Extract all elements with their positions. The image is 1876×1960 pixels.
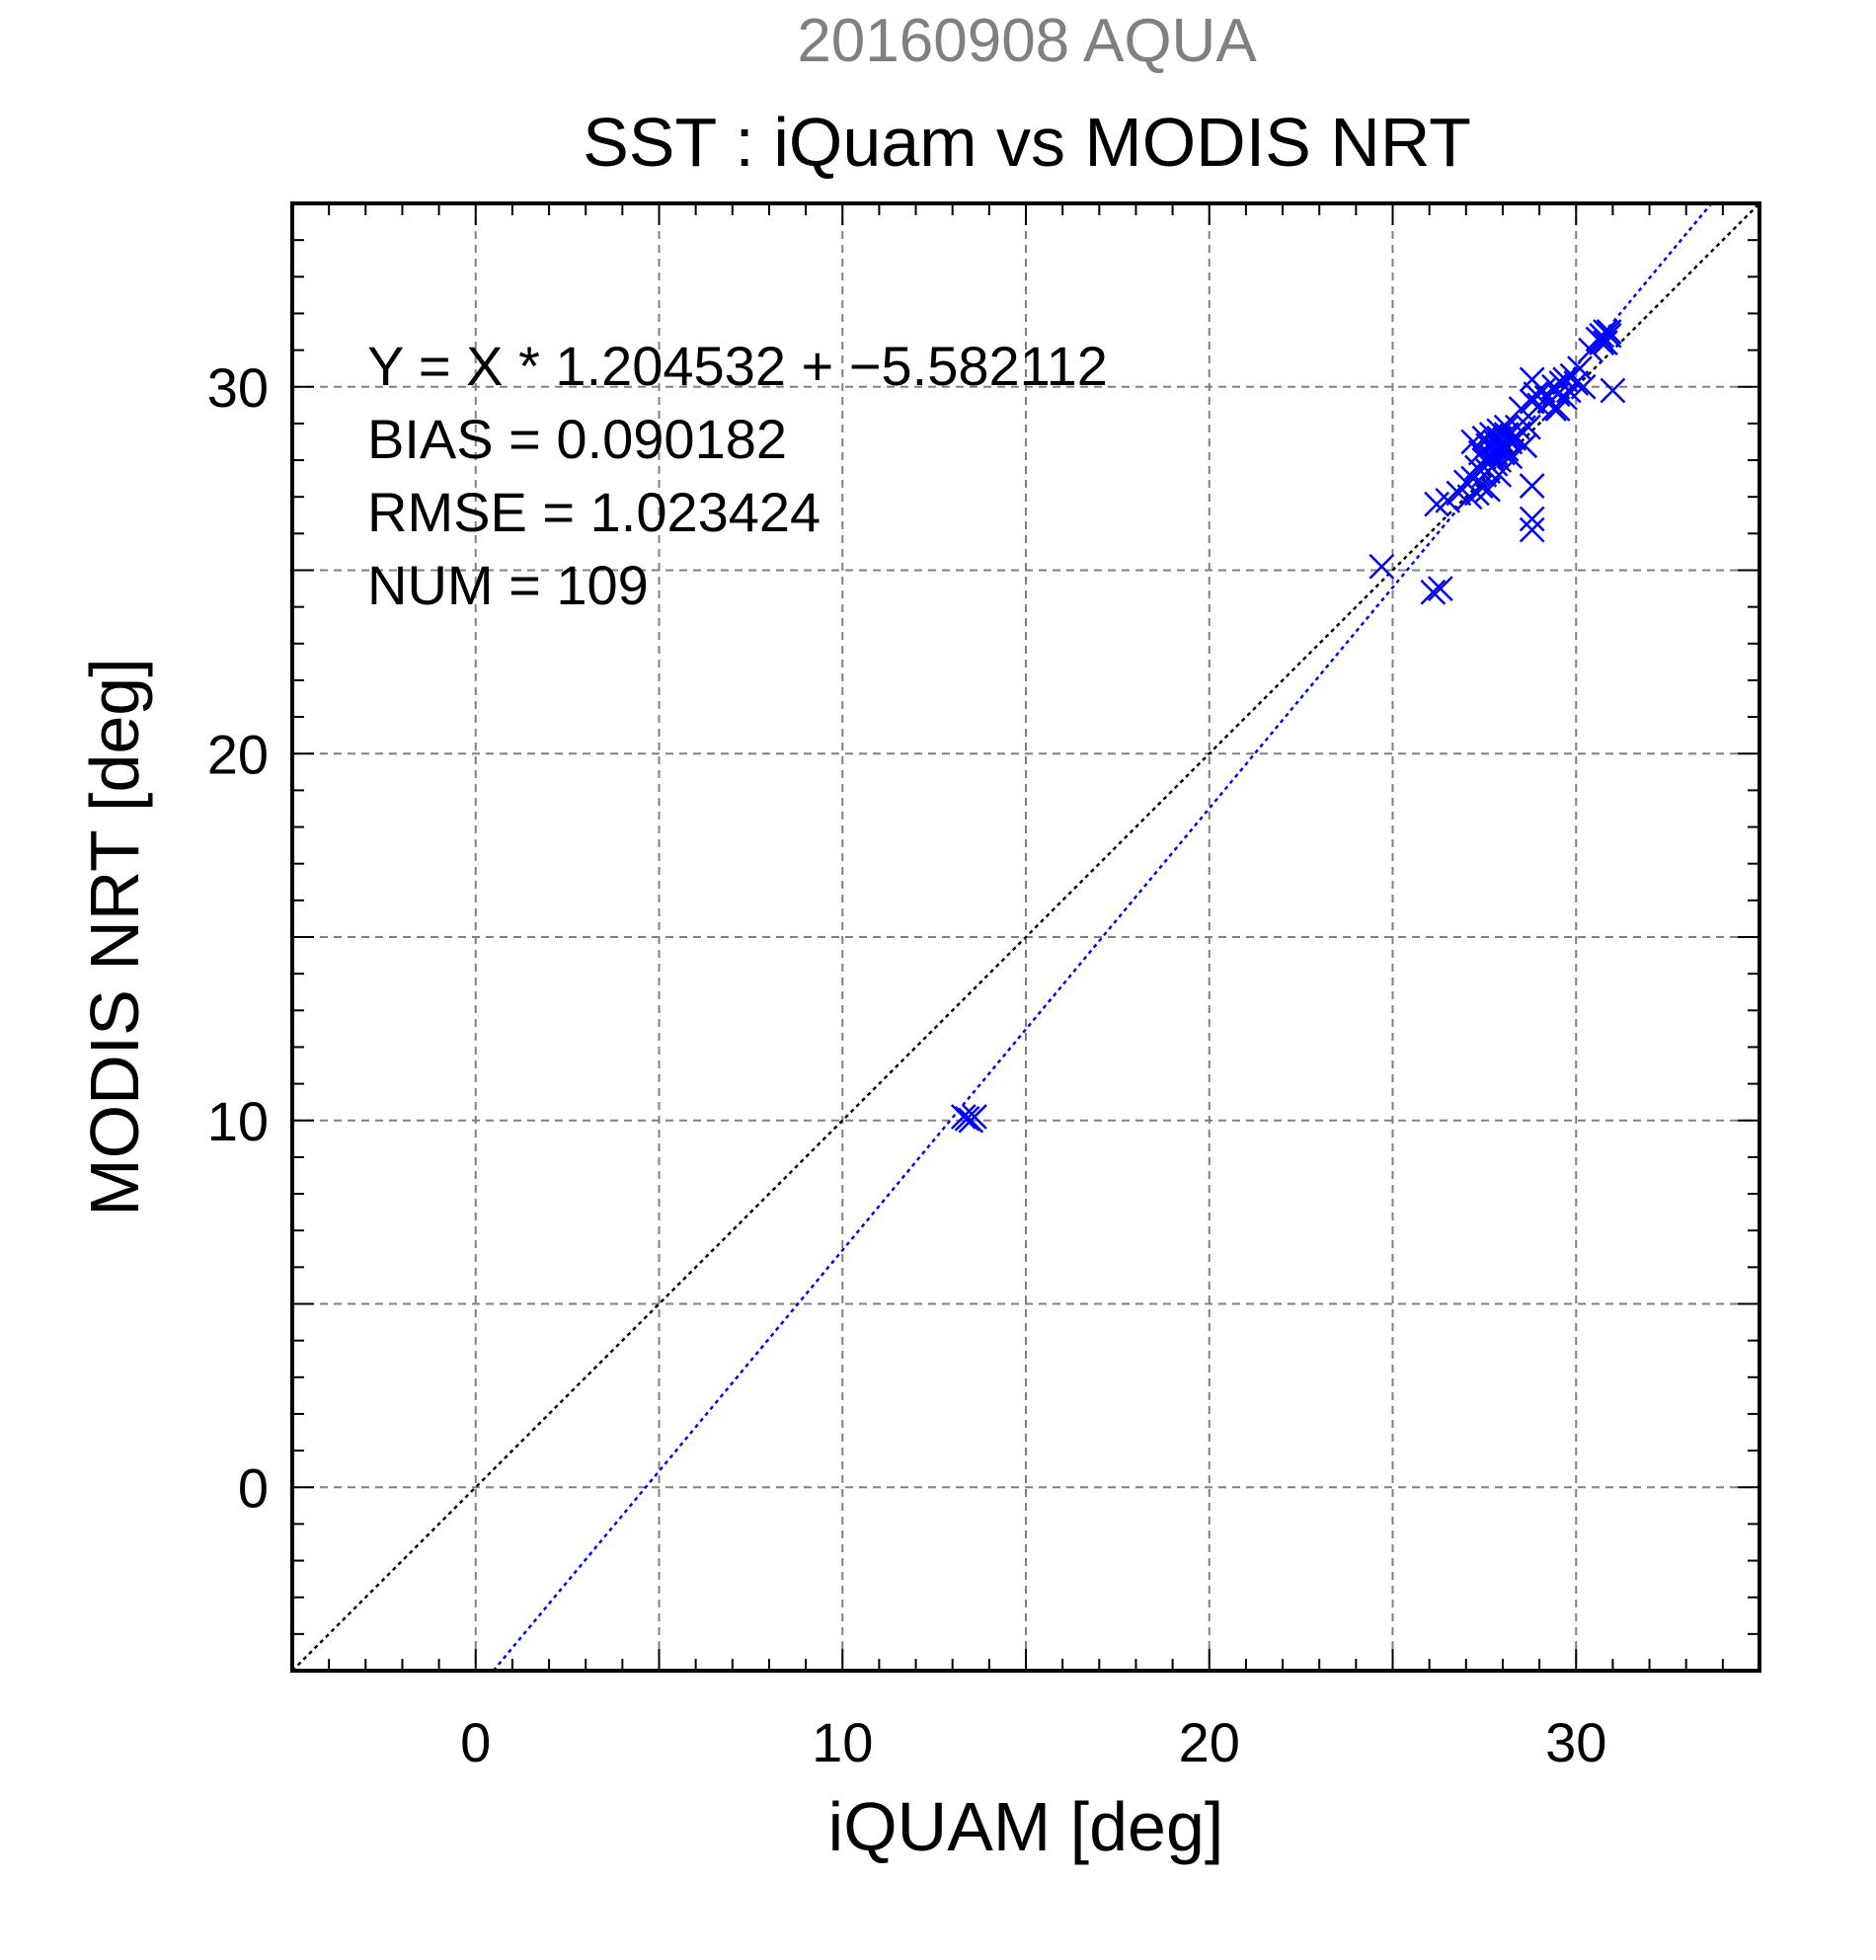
x-tick-label: 10: [812, 1711, 873, 1773]
x-tick-label: 30: [1545, 1711, 1606, 1773]
x-tick-label: 0: [460, 1711, 491, 1773]
data-point: [1519, 506, 1545, 532]
data-point: [1427, 576, 1453, 601]
x-tick-label: 20: [1179, 1711, 1240, 1773]
data-point: [1493, 414, 1520, 440]
y-tick-label: 10: [207, 1090, 269, 1152]
data-point: [1596, 319, 1622, 345]
stat-num: NUM = 109: [367, 554, 649, 616]
y-tick-label: 30: [207, 356, 269, 419]
data-points: [950, 319, 1626, 1134]
chart-supertitle: 20160908 AQUA: [797, 7, 1257, 75]
data-point: [1486, 418, 1513, 444]
data-point: [962, 1104, 987, 1130]
data-point: [1482, 439, 1509, 466]
data-point: [1464, 480, 1490, 507]
data-point: [1519, 516, 1545, 543]
data-point: [1493, 422, 1520, 447]
data-point: [1471, 462, 1498, 488]
stat-bias: BIAS = 0.090182: [367, 408, 787, 470]
identity-line: [291, 202, 1760, 1672]
data-point: [1600, 377, 1626, 404]
data-point: [1516, 414, 1541, 440]
y-tick-labels: 0 10 20 30: [207, 356, 269, 1520]
data-point: [1420, 579, 1446, 605]
data-point: [954, 1106, 980, 1132]
data-point: [1519, 473, 1545, 499]
data-point: [950, 1104, 977, 1130]
data-point: [1563, 370, 1590, 396]
data-point: [1368, 553, 1395, 580]
data-point: [1552, 385, 1578, 411]
plot-frame: [290, 201, 1761, 1673]
x-axis-label: iQUAM [deg]: [828, 1788, 1224, 1865]
data-point: [1589, 330, 1615, 356]
stat-rmse: RMSE = 1.023424: [367, 481, 821, 543]
data-point: [1478, 447, 1505, 473]
x-tick-labels: 0 10 20 30: [460, 1711, 1606, 1773]
data-point: [1570, 373, 1597, 400]
y-tick-label: 0: [238, 1456, 269, 1519]
chart-title: SST : iQuam vs MODIS NRT: [583, 104, 1471, 181]
data-point: [1544, 396, 1571, 422]
y-tick-label: 20: [207, 723, 269, 785]
stat-equation: Y = X * 1.204532 + −5.582112: [367, 335, 1108, 397]
y-axis-label: MODIS NRT [deg]: [76, 658, 153, 1215]
